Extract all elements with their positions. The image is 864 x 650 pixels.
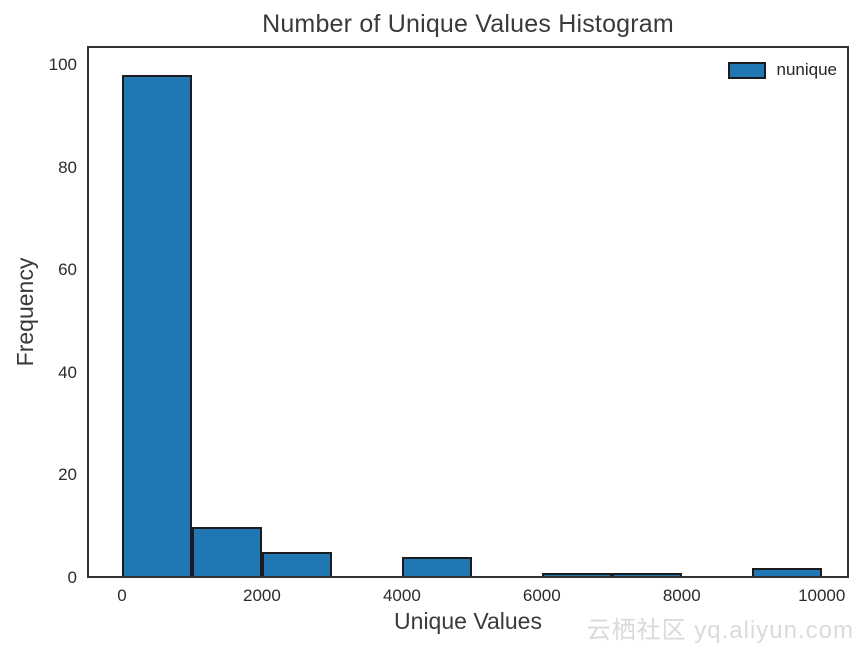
x-tick-label: 2000 [243, 586, 281, 605]
legend-swatch-icon [728, 61, 767, 79]
histogram-bar [751, 567, 822, 578]
x-tick-label: 0 [117, 586, 127, 605]
y-tick-label: 0 [67, 568, 77, 587]
y-tick-label: 80 [58, 157, 77, 177]
watermark: 云栖社区 yq.aliyun.com [586, 617, 854, 644]
legend-label: nunique [776, 60, 837, 79]
x-tick-label: 6000 [522, 586, 561, 605]
y-tick-label: 20 [58, 465, 77, 485]
histogram-bar [541, 572, 612, 578]
histogram-bar [191, 526, 262, 578]
y-tick-label: 60 [58, 260, 77, 280]
histogram-bar [611, 572, 682, 578]
x-axis-label: Unique Values [394, 608, 542, 634]
histogram-bar [121, 75, 192, 578]
x-tick-label: 10000 [798, 586, 846, 605]
x-tick-label: 8000 [662, 586, 701, 605]
y-tick-label: 40 [58, 362, 77, 382]
histogram-bar [261, 552, 332, 578]
chart-title: Number of Unique Values Histogram [262, 10, 674, 38]
legend: nunique [728, 60, 837, 80]
x-tick-label: 4000 [382, 586, 421, 605]
histogram-bar [401, 557, 472, 578]
y-axis-label: Frequency [12, 257, 38, 367]
y-tick-label: 100 [48, 54, 77, 74]
plot-area: nunique [87, 46, 849, 578]
